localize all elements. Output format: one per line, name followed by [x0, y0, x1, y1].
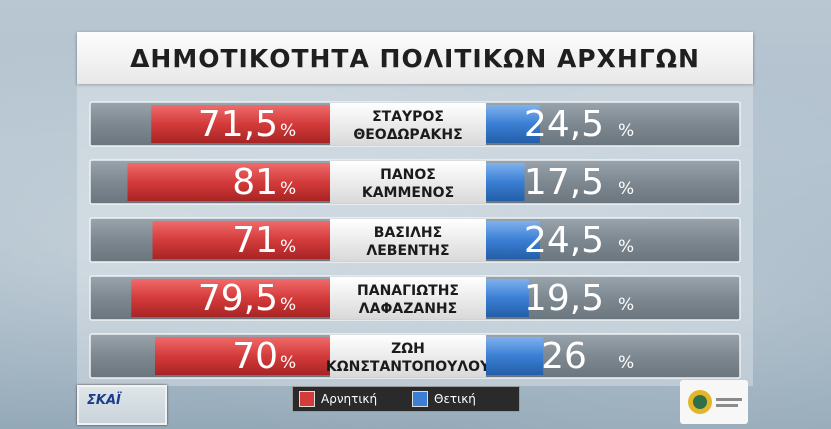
- chart-title: ΔΗΜΟΤΙΚΟΤΗΤΑ ΠΟΛΙΤΙΚΩΝ ΑΡΧΗΓΩΝ: [130, 43, 700, 73]
- percent-sign-negative: %: [280, 353, 296, 373]
- name-label-box: [330, 219, 486, 261]
- bar-positive: [486, 221, 540, 259]
- value-label-positive: 26: [541, 336, 587, 377]
- value-label-negative: 71,5: [198, 104, 278, 145]
- name-label-box: [330, 335, 486, 377]
- name-label-box: [330, 103, 486, 145]
- university-logo-emblem: [688, 390, 742, 414]
- percent-sign-positive: %: [618, 237, 634, 257]
- bar-negative: [152, 221, 330, 259]
- percent-sign-negative: %: [280, 179, 296, 199]
- value-label-positive: 24,5: [524, 220, 604, 261]
- leader-last-name: ΘΕΟΔΩΡΑΚΗΣ: [353, 127, 462, 143]
- bar-negative: [127, 163, 330, 201]
- leader-first-name: ΖΩΗ: [391, 341, 425, 357]
- legend: Αρνητική Θετική: [292, 386, 520, 412]
- leader-last-name: ΛΑΦΑΖΑΝΗΣ: [359, 301, 457, 317]
- bar-positive: [486, 163, 525, 201]
- value-label-negative: 71: [232, 220, 278, 261]
- legend-label-positive: Θετική: [434, 392, 476, 406]
- percent-sign-positive: %: [618, 295, 634, 315]
- percent-sign-positive: %: [618, 121, 634, 141]
- value-label-negative: 81: [232, 162, 278, 203]
- value-label-negative: 70: [232, 336, 278, 377]
- name-label-box: [330, 161, 486, 203]
- percent-sign-positive: %: [618, 179, 634, 199]
- chart-title-bar: ΔΗΜΟΤΙΚΟΤΗΤΑ ΠΟΛΙΤΙΚΩΝ ΑΡΧΗΓΩΝ: [77, 32, 753, 84]
- percent-sign-negative: %: [280, 237, 296, 257]
- percent-sign-negative: %: [280, 295, 296, 315]
- bar-negative: [155, 337, 330, 375]
- percent-sign-negative: %: [280, 121, 296, 141]
- leader-last-name: ΚΑΜΜΕΝΟΣ: [362, 185, 454, 201]
- bar-positive: [486, 279, 529, 317]
- channel-logo-text: ΣΚΑΪ: [87, 393, 121, 408]
- percent-sign-positive: %: [618, 353, 634, 373]
- leader-first-name: ΠΑΝΑΓΙΩΤΗΣ: [357, 283, 459, 299]
- value-label-negative: 79,5: [198, 278, 278, 319]
- legend-label-negative: Αρνητική: [321, 392, 378, 406]
- legend-item-negative: Αρνητική: [293, 391, 406, 407]
- value-label-positive: 17,5: [524, 162, 604, 203]
- leader-first-name: ΠΑΝΟΣ: [380, 167, 436, 183]
- bar-negative: [131, 279, 330, 317]
- bar-negative: [151, 105, 330, 143]
- name-label-box: [330, 277, 486, 319]
- leader-last-name: ΛΕΒΕΝΤΗΣ: [366, 243, 449, 259]
- legend-item-positive: Θετική: [406, 391, 519, 407]
- legend-swatch-negative: [299, 391, 315, 407]
- university-logo: [680, 380, 748, 424]
- value-label-positive: 19,5: [524, 278, 604, 319]
- leader-first-name: ΣΤΑΥΡΟΣ: [372, 109, 444, 125]
- bar-positive: [486, 337, 544, 375]
- legend-swatch-positive: [412, 391, 428, 407]
- value-label-positive: 24,5: [524, 104, 604, 145]
- bar-positive: [486, 105, 540, 143]
- channel-logo: ΣΚΑΪ: [77, 385, 167, 425]
- leader-last-name: ΚΩΝΣΤΑΝΤΟΠΟΥΛΟΥ: [326, 359, 491, 375]
- leader-first-name: ΒΑΣΙΛΗΣ: [374, 225, 442, 241]
